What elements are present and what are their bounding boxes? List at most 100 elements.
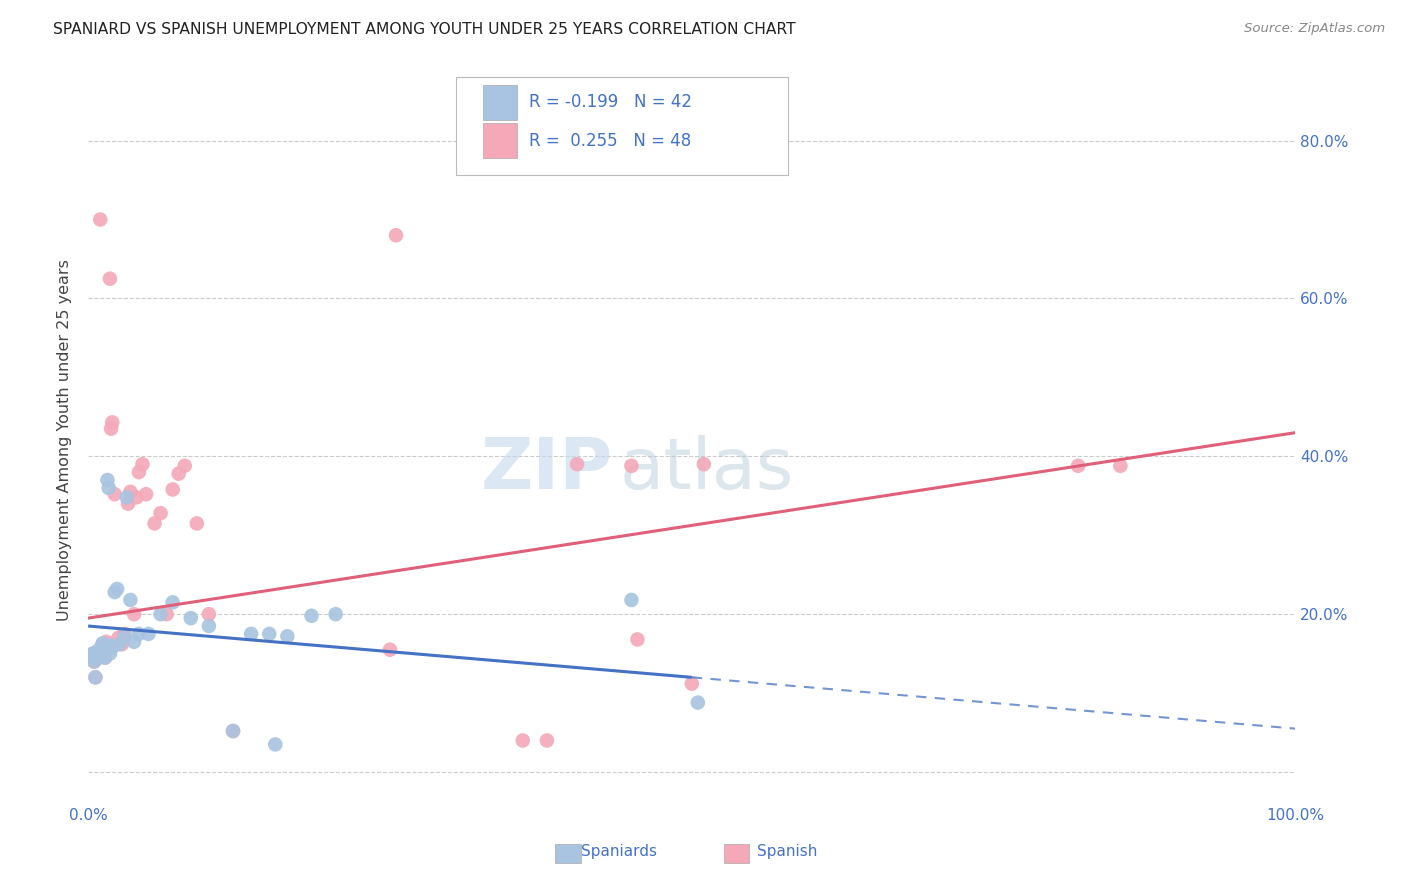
Point — [100, 422, 122, 436]
Point — [101, 640, 124, 655]
Point — [105, 582, 128, 596]
Point — [80, 650, 103, 665]
Point — [93, 648, 115, 663]
Text: Spaniards: Spaniards — [581, 845, 657, 859]
Point — [97, 481, 120, 495]
Text: R = -0.199   N = 42: R = -0.199 N = 42 — [529, 94, 692, 112]
Point — [120, 593, 142, 607]
Point — [87, 642, 110, 657]
Point — [104, 585, 127, 599]
Point — [90, 647, 112, 661]
Point — [120, 484, 142, 499]
Point — [91, 637, 114, 651]
Point — [128, 465, 150, 479]
Point — [173, 458, 195, 473]
Point — [115, 491, 138, 505]
Point — [626, 632, 648, 647]
Point — [82, 647, 104, 661]
Point — [128, 627, 150, 641]
Point — [84, 670, 107, 684]
Point — [96, 639, 118, 653]
Point — [135, 487, 157, 501]
Point — [167, 467, 190, 481]
Point — [301, 608, 323, 623]
Point — [156, 607, 179, 622]
Text: SPANIARD VS SPANISH UNEMPLOYMENT AMONG YOUTH UNDER 25 YEARS CORRELATION CHART: SPANIARD VS SPANISH UNEMPLOYMENT AMONG Y… — [53, 22, 796, 37]
Point — [87, 650, 110, 665]
Point — [104, 487, 127, 501]
Point — [149, 607, 172, 622]
Point — [1067, 458, 1090, 473]
Point — [83, 655, 105, 669]
Point — [107, 631, 129, 645]
Y-axis label: Unemployment Among Youth under 25 years: Unemployment Among Youth under 25 years — [58, 260, 72, 622]
Point — [186, 516, 208, 531]
Point — [91, 636, 114, 650]
Point — [222, 724, 245, 739]
Point — [693, 457, 716, 471]
Point — [143, 516, 166, 531]
Point — [87, 647, 110, 661]
Point — [100, 639, 122, 653]
Point — [681, 676, 703, 690]
Point — [180, 611, 202, 625]
Point — [87, 647, 110, 661]
Point — [264, 738, 287, 752]
Point — [149, 506, 172, 520]
Point — [512, 733, 534, 747]
Point — [620, 458, 643, 473]
Point — [198, 607, 221, 622]
Point — [96, 640, 118, 655]
Text: atlas: atlas — [620, 435, 794, 504]
Text: R =  0.255   N = 48: R = 0.255 N = 48 — [529, 132, 692, 150]
Point — [94, 650, 117, 665]
Point — [325, 607, 347, 622]
Point — [89, 212, 111, 227]
Point — [257, 627, 280, 641]
Point — [385, 228, 408, 243]
Point — [198, 619, 221, 633]
FancyBboxPatch shape — [482, 85, 517, 120]
Point — [96, 473, 118, 487]
Text: Source: ZipAtlas.com: Source: ZipAtlas.com — [1244, 22, 1385, 36]
Point — [240, 627, 263, 641]
Point — [84, 647, 107, 661]
Point — [86, 650, 108, 665]
Point — [162, 595, 184, 609]
Point — [131, 457, 153, 471]
Point — [138, 627, 160, 641]
Point — [276, 629, 298, 643]
Point — [90, 645, 112, 659]
Point — [83, 655, 105, 669]
Point — [93, 648, 115, 663]
Point — [89, 647, 111, 661]
Point — [686, 696, 709, 710]
Point — [122, 607, 145, 622]
Point — [96, 635, 118, 649]
Point — [122, 635, 145, 649]
Point — [620, 593, 643, 607]
Point — [222, 724, 245, 739]
Text: ZIP: ZIP — [481, 435, 613, 504]
Point — [1109, 458, 1132, 473]
Point — [108, 637, 131, 651]
Point — [87, 650, 110, 665]
Point — [82, 647, 104, 661]
Point — [94, 650, 117, 665]
Point — [378, 642, 401, 657]
Text: Spanish: Spanish — [758, 845, 817, 859]
Point — [565, 457, 588, 471]
Point — [112, 629, 135, 643]
FancyBboxPatch shape — [457, 78, 789, 176]
Point — [84, 670, 107, 684]
Point — [98, 647, 121, 661]
Point — [162, 483, 184, 497]
FancyBboxPatch shape — [482, 123, 517, 158]
Point — [117, 497, 139, 511]
Point — [80, 650, 103, 665]
Point — [98, 271, 121, 285]
Point — [112, 627, 135, 641]
Point — [111, 637, 134, 651]
Point — [125, 491, 148, 505]
Point — [536, 733, 558, 747]
